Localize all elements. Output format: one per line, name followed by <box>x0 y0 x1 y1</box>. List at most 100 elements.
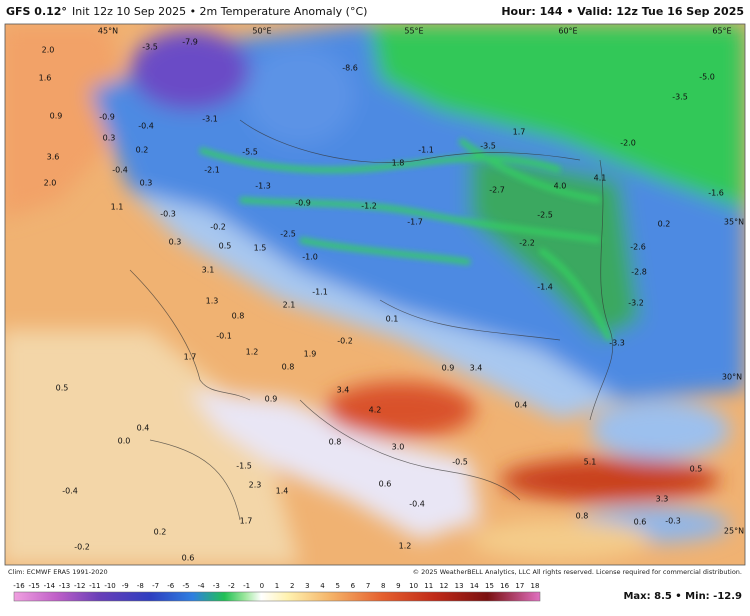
anomaly-value: -1.0 <box>302 253 318 262</box>
colorbar-tick: 0 <box>260 582 264 590</box>
colorbar-tick: -13 <box>59 582 70 590</box>
init-title: Init 12z 10 Sep 2025 • 2m Temperature An… <box>72 5 367 18</box>
anomaly-value: 0.6 <box>634 518 647 527</box>
anomaly-value: -0.1 <box>216 332 232 341</box>
colorbar-tick: 11 <box>424 582 433 590</box>
anomaly-value: -5.5 <box>242 148 258 157</box>
anomaly-value: -1.7 <box>407 218 423 227</box>
colorbar-tick: -16 <box>13 582 25 590</box>
anomaly-value: 0.5 <box>690 465 703 474</box>
colorbar-tick: -4 <box>198 582 206 590</box>
map-frame <box>4 23 746 566</box>
geo-label: 65°E <box>712 27 731 36</box>
anomaly-value: -2.5 <box>280 230 296 239</box>
colorbar-tick: 4 <box>320 582 325 590</box>
geo-label: 60°E <box>558 27 577 36</box>
anomaly-value: 4.2 <box>369 406 382 415</box>
anomaly-value: 2.0 <box>44 179 57 188</box>
colorbar-tick: -15 <box>28 582 39 590</box>
anomaly-value: 0.8 <box>232 312 245 321</box>
anomaly-value: 1.4 <box>276 487 289 496</box>
anomaly-value: 3.1 <box>202 266 215 275</box>
anomaly-value: 0.6 <box>379 480 392 489</box>
anomaly-value: 0.2 <box>154 528 167 537</box>
colorbar-tick: 16 <box>500 582 509 590</box>
labels: 45°N 50°E 55°E 60°E 65°E 35°N 30°N 25°N 2.0 1.6 0.… <box>8 27 744 603</box>
anomaly-value: -1.3 <box>255 182 271 191</box>
anomaly-value: -0.2 <box>210 223 226 232</box>
anomaly-value: 3.6 <box>47 153 60 162</box>
anomaly-value: 4.1 <box>594 174 607 183</box>
anomaly-value: 0.4 <box>515 401 528 410</box>
colorbar-tick: -10 <box>104 582 115 590</box>
anomaly-value: -0.3 <box>160 210 176 219</box>
anomaly-value: -2.6 <box>630 243 646 252</box>
anomaly-value: -0.9 <box>99 113 115 122</box>
colorbar-tick: 15 <box>485 582 494 590</box>
anomaly-value: -0.5 <box>452 458 468 467</box>
anomaly-value: 1.2 <box>246 348 259 357</box>
colorbar-tick: -3 <box>213 582 220 590</box>
colorbar-tick: 5 <box>335 582 339 590</box>
colorbar-tick: 18 <box>531 582 540 590</box>
colorbar-tick: -1 <box>243 582 250 590</box>
geo-label: 50°E <box>252 27 271 36</box>
anomaly-value: -0.9 <box>295 199 311 208</box>
anomaly-value: -0.3 <box>665 517 681 526</box>
anomaly-value: -1.5 <box>236 462 252 471</box>
anomaly-value: 2.1 <box>283 301 296 310</box>
anomaly-value: -1.6 <box>708 189 724 198</box>
colorbar-tick: -7 <box>152 582 159 590</box>
anomaly-value: 3.0 <box>392 443 405 452</box>
copyright: © 2025 WeatherBELL Analytics, LLC All ri… <box>413 568 742 576</box>
anomaly-value: -3.5 <box>672 93 688 102</box>
anomaly-value: -7.9 <box>182 38 198 47</box>
anomaly-value: 0.3 <box>169 238 182 247</box>
anomaly-value: 1.3 <box>206 297 219 306</box>
colorbar-tick: -8 <box>137 582 144 590</box>
anomaly-value: 0.8 <box>576 512 589 521</box>
anomaly-value: 2.3 <box>249 481 262 490</box>
anomaly-value: -0.2 <box>74 543 90 552</box>
colorbar-tick: 1 <box>275 582 279 590</box>
geo-label: 55°E <box>404 27 423 36</box>
anomaly-value: 1.5 <box>254 244 267 253</box>
anomaly-value: 0.2 <box>136 146 149 155</box>
colorbar-tick: 12 <box>439 582 448 590</box>
colorbar-tick: -6 <box>167 582 175 590</box>
colorbar-tick: 7 <box>366 582 370 590</box>
colorbar-tick: -2 <box>228 582 235 590</box>
anomaly-value: 0.8 <box>329 438 342 447</box>
anomaly-value: -3.3 <box>609 339 625 348</box>
anomaly-value: 0.0 <box>118 437 131 446</box>
anomaly-value: -3.2 <box>628 299 644 308</box>
max-min: Max: 8.5 • Min: -12.9 <box>623 591 742 602</box>
colorbar-tick: -11 <box>89 582 100 590</box>
anomaly-value: -0.4 <box>138 122 154 131</box>
anomaly-value: 1.8 <box>392 159 405 168</box>
anomaly-value: 1.6 <box>39 74 52 83</box>
anomaly-value: 0.1 <box>386 315 399 324</box>
anomaly-value: 4.0 <box>554 182 567 191</box>
colorbar-tick: 10 <box>409 582 418 590</box>
anomaly-value: -3.1 <box>202 115 218 124</box>
anomaly-value: -0.2 <box>337 337 353 346</box>
anomaly-value: -0.4 <box>112 166 128 175</box>
anomaly-value: -0.4 <box>62 487 78 496</box>
anomaly-value: 1.7 <box>513 128 526 137</box>
anomaly-value: -2.5 <box>537 211 553 220</box>
model-name: GFS 0.12° <box>6 5 67 18</box>
anomaly-value: -0.4 <box>409 500 425 509</box>
colorbar-tick: 8 <box>381 582 385 590</box>
anomaly-value: -8.6 <box>342 64 358 73</box>
anomaly-value: 1.9 <box>304 350 317 359</box>
anomaly-value: 5.1 <box>584 458 597 467</box>
colorbar-tick: -5 <box>182 582 189 590</box>
geo-label: 35°N <box>724 218 744 227</box>
anomaly-value: -2.1 <box>204 166 220 175</box>
anomaly-value: 0.9 <box>265 395 278 404</box>
colorbar-tick: 17 <box>515 582 524 590</box>
colorbar-tick: 3 <box>305 582 309 590</box>
colorbar-tick: -14 <box>44 582 56 590</box>
